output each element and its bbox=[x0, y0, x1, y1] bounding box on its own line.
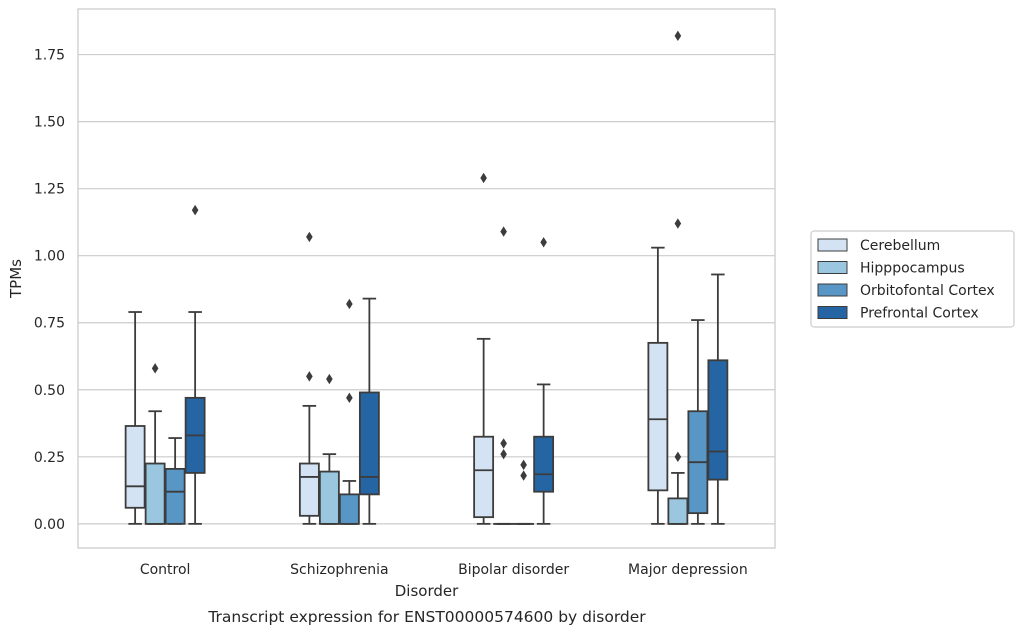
box-group bbox=[533, 237, 555, 525]
outlier-point bbox=[306, 371, 313, 382]
y-tick-labels: 0.00 0.25 0.50 0.75 1.00 1.25 1.50 1.75 bbox=[34, 48, 65, 533]
legend-label: Hipppocampus bbox=[860, 261, 965, 277]
box-group bbox=[184, 204, 206, 525]
chart-caption: Transcript expression for ENST0000057460… bbox=[207, 608, 646, 626]
legend-swatch bbox=[817, 306, 848, 319]
box-plot-boxes bbox=[124, 30, 729, 525]
box-group bbox=[338, 298, 360, 525]
legend-swatch bbox=[817, 283, 848, 297]
outlier-point bbox=[191, 204, 199, 216]
outlier-point bbox=[346, 298, 353, 310]
box-iqr bbox=[647, 341, 669, 492]
box-group bbox=[707, 273, 729, 525]
box-iqr bbox=[144, 462, 166, 525]
box-iqr bbox=[533, 435, 555, 493]
box-group bbox=[318, 373, 340, 525]
box-group bbox=[473, 172, 495, 525]
box-iqr bbox=[358, 391, 380, 496]
box-group bbox=[493, 226, 515, 525]
x-axis-title: Disorder bbox=[395, 582, 459, 600]
legend-frame bbox=[810, 230, 1015, 328]
outlier-point bbox=[500, 438, 507, 449]
box-iqr bbox=[473, 435, 495, 519]
legend-label: Cerebellum bbox=[860, 238, 940, 254]
outlier-point bbox=[326, 373, 333, 385]
y-axis-title: TPMs bbox=[7, 259, 25, 299]
outlier-point bbox=[500, 448, 507, 460]
outlier-point bbox=[540, 237, 547, 248]
y-tick-label: 0.25 bbox=[34, 450, 65, 466]
legend-label: Orbitofontal Cortex bbox=[860, 283, 995, 299]
box-group bbox=[124, 311, 146, 525]
x-tick-label: Control bbox=[140, 562, 191, 578]
outlier-point bbox=[674, 30, 682, 42]
outlier-point bbox=[674, 218, 682, 229]
box-iqr bbox=[707, 359, 729, 481]
box-group bbox=[164, 437, 186, 525]
outlier-point bbox=[151, 363, 159, 374]
y-tick-label: 0.75 bbox=[34, 316, 65, 332]
outlier-point bbox=[520, 470, 527, 481]
y-tick-label: 1.00 bbox=[34, 249, 65, 265]
box-group bbox=[144, 363, 166, 525]
box-group bbox=[687, 319, 709, 525]
outlier-point bbox=[480, 172, 487, 184]
y-tick-label: 1.25 bbox=[34, 182, 65, 198]
x-tick-labels: Control Schizophrenia Bipolar disorder Majo… bbox=[140, 562, 748, 578]
outlier-point bbox=[520, 459, 527, 471]
box-group bbox=[298, 231, 320, 525]
y-tick-label: 0.00 bbox=[34, 517, 65, 533]
outlier-point bbox=[346, 392, 353, 404]
x-tick-label: Major depression bbox=[628, 562, 748, 578]
box-group bbox=[667, 30, 689, 525]
outlier-point bbox=[500, 226, 507, 237]
x-tick-label: Bipolar disorder bbox=[458, 562, 569, 578]
y-tick-label: 1.75 bbox=[34, 48, 65, 64]
y-tick-label: 0.50 bbox=[34, 383, 65, 399]
box-group bbox=[513, 459, 535, 525]
grid-lines bbox=[78, 53, 775, 525]
x-tick-label: Schizophrenia bbox=[290, 562, 388, 578]
legend-label: Prefrontal Cortex bbox=[860, 306, 979, 322]
box-group bbox=[647, 246, 669, 525]
legend-swatch bbox=[817, 261, 848, 274]
box-group bbox=[358, 297, 380, 525]
legend: Cerebellum Hipppocampus Orbitofontal Corte… bbox=[810, 230, 1015, 328]
legend-swatch bbox=[817, 238, 848, 252]
box-iqr bbox=[667, 497, 689, 525]
plot-frame bbox=[77, 8, 776, 549]
y-tick-label: 1.50 bbox=[34, 115, 65, 131]
box-iqr bbox=[164, 467, 186, 525]
box-iqr bbox=[124, 425, 146, 509]
box-iqr bbox=[338, 493, 360, 525]
box-iqr bbox=[298, 462, 320, 517]
outlier-point bbox=[674, 451, 682, 463]
box-iqr bbox=[318, 470, 340, 525]
outlier-point bbox=[306, 231, 313, 243]
